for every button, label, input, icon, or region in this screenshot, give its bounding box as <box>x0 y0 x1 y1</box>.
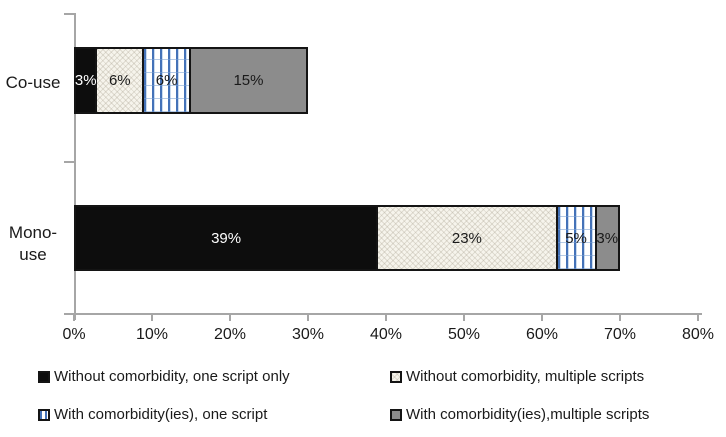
x-axis-tick <box>463 313 465 321</box>
data-label: 6% <box>155 72 178 89</box>
bar-segment: 3% <box>74 47 98 114</box>
bar-segment: 3% <box>594 205 620 271</box>
legend-item-without-comorbidity-one-script: Without comorbidity, one script only <box>38 366 390 387</box>
data-label: 3% <box>596 229 619 247</box>
x-axis-tick <box>541 313 543 321</box>
x-axis-tick-label: 10% <box>135 326 169 343</box>
x-axis-tick <box>385 313 387 321</box>
x-axis-tick <box>697 313 699 321</box>
x-axis-tick-label: 80% <box>681 326 715 343</box>
legend-label: Without comorbidity, one script only <box>54 368 290 385</box>
bar-segment: 6% <box>142 47 191 114</box>
x-axis-tick-label: 50% <box>447 326 481 343</box>
plot-area: 3% 6% 6% 15% 39% 23% 5% 3% <box>74 13 698 313</box>
legend-label: Without comorbidity, multiple scripts <box>406 368 645 385</box>
bar-mono-use: 39% 23% 5% 3% <box>74 205 620 271</box>
x-axis-tick-label: 40% <box>369 326 403 343</box>
y-axis-tick <box>64 313 75 315</box>
legend: Without comorbidity, one script only Wit… <box>38 366 710 425</box>
x-axis-tick <box>307 313 309 321</box>
legend-item-without-comorbidity-multiple-scripts: Without comorbidity, multiple scripts <box>390 366 710 387</box>
x-axis-tick-label: 30% <box>291 326 325 343</box>
legend-item-with-comorbidity-multiple-scripts: With comorbidity(ies),multiple scripts <box>390 404 710 425</box>
y-axis-tick <box>64 13 75 15</box>
x-axis-tick <box>151 313 153 321</box>
bar-segment: 39% <box>74 205 379 271</box>
bar-segment: 6% <box>95 47 145 114</box>
category-label-co-use: Co-use <box>5 73 61 92</box>
legend-label: With comorbidity(ies), one script <box>54 406 268 423</box>
x-axis-tick-label: 0% <box>62 326 86 343</box>
category-label-mono-line2: use <box>19 245 47 265</box>
y-axis-line <box>74 13 76 320</box>
category-label-mono-line1: Mono- <box>8 223 58 242</box>
x-axis-tick <box>619 313 621 321</box>
data-label: 15% <box>233 72 264 89</box>
data-label: 23% <box>451 229 482 247</box>
x-axis-tick-label: 60% <box>525 326 559 343</box>
x-axis-tick <box>229 313 231 321</box>
x-axis-line <box>64 313 702 315</box>
legend-swatch-cream-icon <box>390 370 402 383</box>
data-label: 3% <box>74 72 97 89</box>
legend-swatch-gray-icon <box>390 408 402 421</box>
x-axis-tick-label: 70% <box>603 326 637 343</box>
legend-swatch-striped-icon <box>38 408 50 421</box>
y-axis-tick <box>64 161 75 163</box>
category-label-mono-use: Mono- use <box>0 222 66 266</box>
bar-segment: 23% <box>376 205 558 271</box>
data-label: 39% <box>211 229 242 247</box>
bar-segment: 15% <box>188 47 308 114</box>
legend-swatch-black-icon <box>38 370 50 383</box>
data-label: 5% <box>565 229 587 247</box>
bar-co-use: 3% 6% 6% 15% <box>74 47 308 114</box>
x-axis-tick <box>73 313 75 321</box>
bar-segment: 5% <box>555 205 597 271</box>
legend-label: With comorbidity(ies),multiple scripts <box>406 406 650 423</box>
x-axis-tick-label: 20% <box>213 326 247 343</box>
legend-item-with-comorbidity-one-script: With comorbidity(ies), one script <box>38 404 390 425</box>
data-label: 6% <box>108 72 131 89</box>
